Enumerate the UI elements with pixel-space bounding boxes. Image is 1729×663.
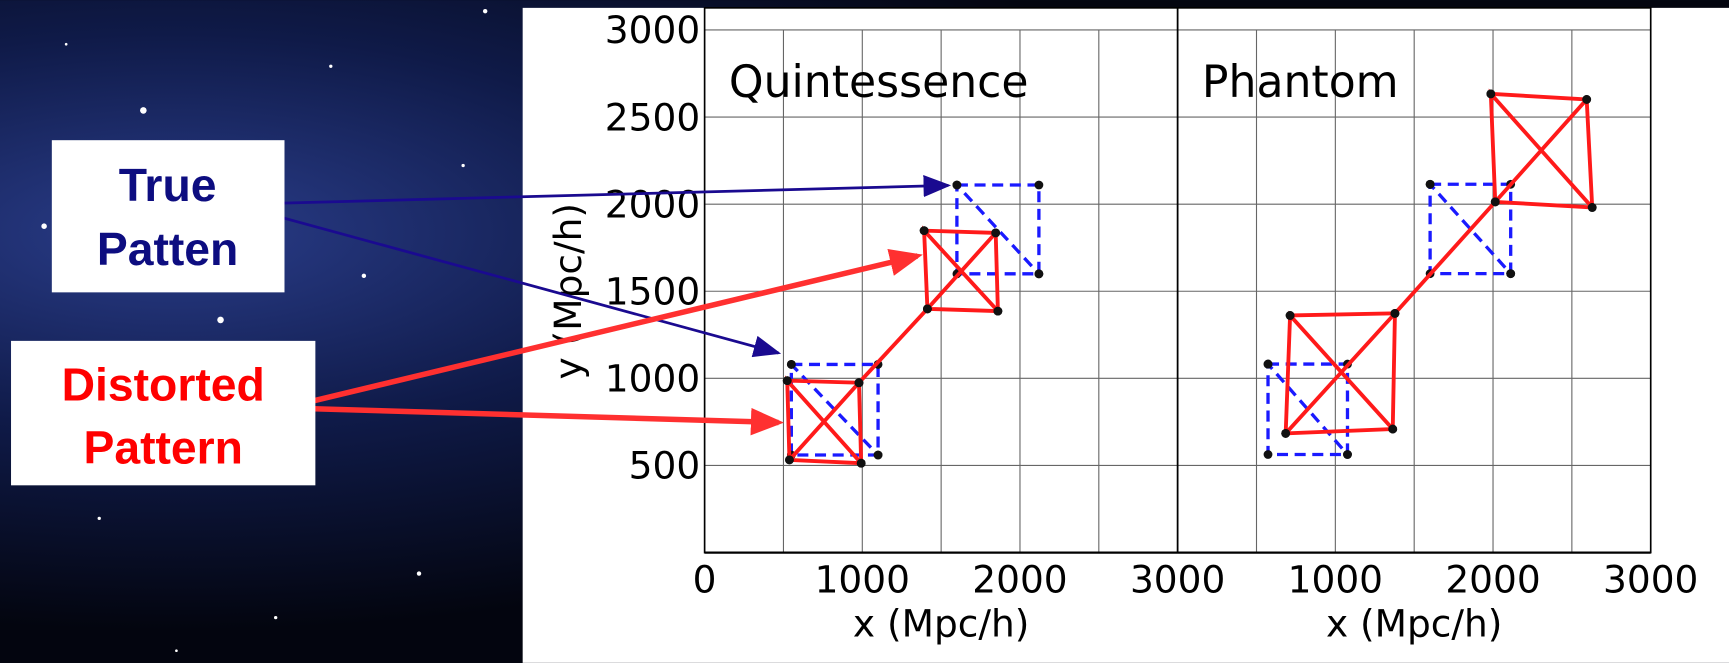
pattern-point bbox=[1490, 197, 1500, 207]
pattern-point bbox=[952, 180, 962, 190]
arrow bbox=[291, 248, 923, 409]
pattern-line bbox=[1266, 359, 1350, 457]
x-tick-label: 1000 bbox=[815, 557, 910, 601]
pattern-point bbox=[1034, 180, 1044, 190]
y-tick-label: 1500 bbox=[605, 269, 700, 313]
y-tick-label: 2500 bbox=[605, 95, 700, 139]
annotation-text: True bbox=[119, 159, 217, 211]
charts: 0 1000 2000 3000 500 1000 1500 2000 2500 3000 x (M… bbox=[546, 7, 1698, 645]
annotation-text: Distorted bbox=[62, 358, 265, 410]
pattern-point bbox=[919, 226, 929, 236]
arrow bbox=[244, 175, 952, 206]
x-tick-label: 2000 bbox=[972, 557, 1067, 601]
pattern-line bbox=[785, 375, 864, 466]
x-tick-label: 0 bbox=[693, 557, 717, 601]
pattern-point bbox=[1343, 450, 1352, 459]
pattern-line bbox=[1283, 310, 1397, 436]
pattern-point bbox=[1506, 269, 1516, 279]
pattern-point bbox=[873, 450, 883, 460]
pattern-point bbox=[1390, 308, 1400, 318]
chart-title: Quintessence bbox=[729, 57, 1029, 108]
pattern-point bbox=[856, 458, 866, 468]
arrow bbox=[244, 206, 782, 358]
x-tick-label: 3000 bbox=[1603, 557, 1698, 601]
pattern-point bbox=[923, 304, 932, 314]
pattern-point bbox=[1263, 359, 1273, 369]
pattern-line bbox=[1393, 200, 1497, 315]
pattern-point bbox=[854, 378, 864, 388]
pattern-point bbox=[1034, 269, 1044, 279]
annotation-text: Pattern bbox=[83, 421, 243, 473]
pattern-point bbox=[993, 306, 1003, 316]
y-tick-label: 500 bbox=[629, 444, 701, 488]
pattern-point bbox=[785, 455, 794, 465]
x-axis-label: x (Mpc/h) bbox=[853, 601, 1029, 645]
pattern-point bbox=[1425, 179, 1435, 189]
pattern-line bbox=[1488, 88, 1595, 210]
y-tick-label: 3000 bbox=[605, 8, 700, 52]
annotation-box bbox=[11, 340, 316, 486]
pattern-line bbox=[857, 307, 929, 385]
arrow bbox=[292, 405, 785, 436]
annotation-box bbox=[51, 140, 285, 293]
pattern-point bbox=[1486, 89, 1496, 99]
pattern-point bbox=[1388, 424, 1398, 434]
pattern-point bbox=[1281, 429, 1291, 438]
pattern-point bbox=[786, 360, 796, 369]
pattern-point bbox=[1285, 311, 1295, 320]
x-tick-label: 2000 bbox=[1445, 557, 1540, 601]
stars bbox=[41, 8, 488, 653]
pattern-point bbox=[782, 376, 792, 386]
y-tick-label: 2000 bbox=[605, 182, 700, 226]
pattern-line bbox=[1428, 179, 1513, 276]
pattern-point bbox=[1263, 450, 1273, 459]
chart-title: Phantom bbox=[1202, 57, 1399, 108]
pattern-line bbox=[921, 225, 1000, 314]
pattern-point bbox=[1587, 203, 1597, 212]
pattern-point bbox=[1582, 95, 1592, 104]
y-tick-label: 1000 bbox=[605, 357, 700, 401]
annotation-text: Patten bbox=[97, 223, 239, 275]
x-axis-label: x (Mpc/h) bbox=[1326, 601, 1502, 645]
x-tick-label: 3000 bbox=[1130, 557, 1225, 601]
pattern-point bbox=[991, 228, 1001, 238]
x-tick-label: 1000 bbox=[1288, 557, 1383, 601]
